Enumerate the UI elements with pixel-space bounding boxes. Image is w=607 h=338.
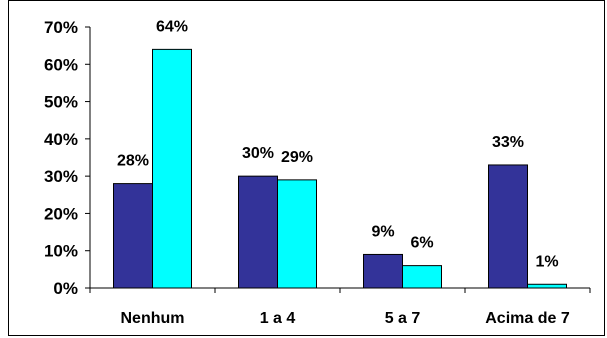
y-tick-label: 0% (53, 279, 78, 298)
data-label: 6% (410, 235, 433, 252)
bar-acima-de-7-s2 (527, 283, 567, 289)
bar-1-a-4-s1 (238, 175, 278, 289)
bar-1-a-4-s2 (277, 179, 317, 289)
data-label: 33% (492, 134, 524, 151)
data-label: 1% (535, 253, 558, 270)
bar-nenhum-s2 (152, 48, 192, 289)
y-tick-label: 70% (44, 18, 78, 37)
y-tick-label: 60% (44, 55, 78, 74)
y-tick-label: 50% (44, 93, 78, 112)
y-tick-label: 30% (44, 167, 78, 186)
y-tick-label: 40% (44, 130, 78, 149)
data-label: 9% (371, 223, 394, 240)
y-tick-label: 20% (44, 204, 78, 223)
x-category-label: Nenhum (121, 310, 185, 327)
bar-nenhum-s1 (113, 183, 153, 289)
data-label: 28% (117, 153, 149, 170)
bar-5-a-7-s1 (363, 253, 403, 289)
data-label: 29% (281, 149, 313, 166)
x-category-label: Acima de 7 (485, 310, 570, 327)
x-category-label: 5 a 7 (385, 310, 421, 327)
y-tick-label: 10% (44, 242, 78, 261)
data-label: 30% (242, 145, 274, 162)
bar-acima-de-7-s1 (488, 164, 528, 289)
bar-5-a-7-s2 (402, 265, 442, 289)
x-category-label: 1 a 4 (260, 310, 296, 327)
data-label: 64% (156, 18, 188, 35)
